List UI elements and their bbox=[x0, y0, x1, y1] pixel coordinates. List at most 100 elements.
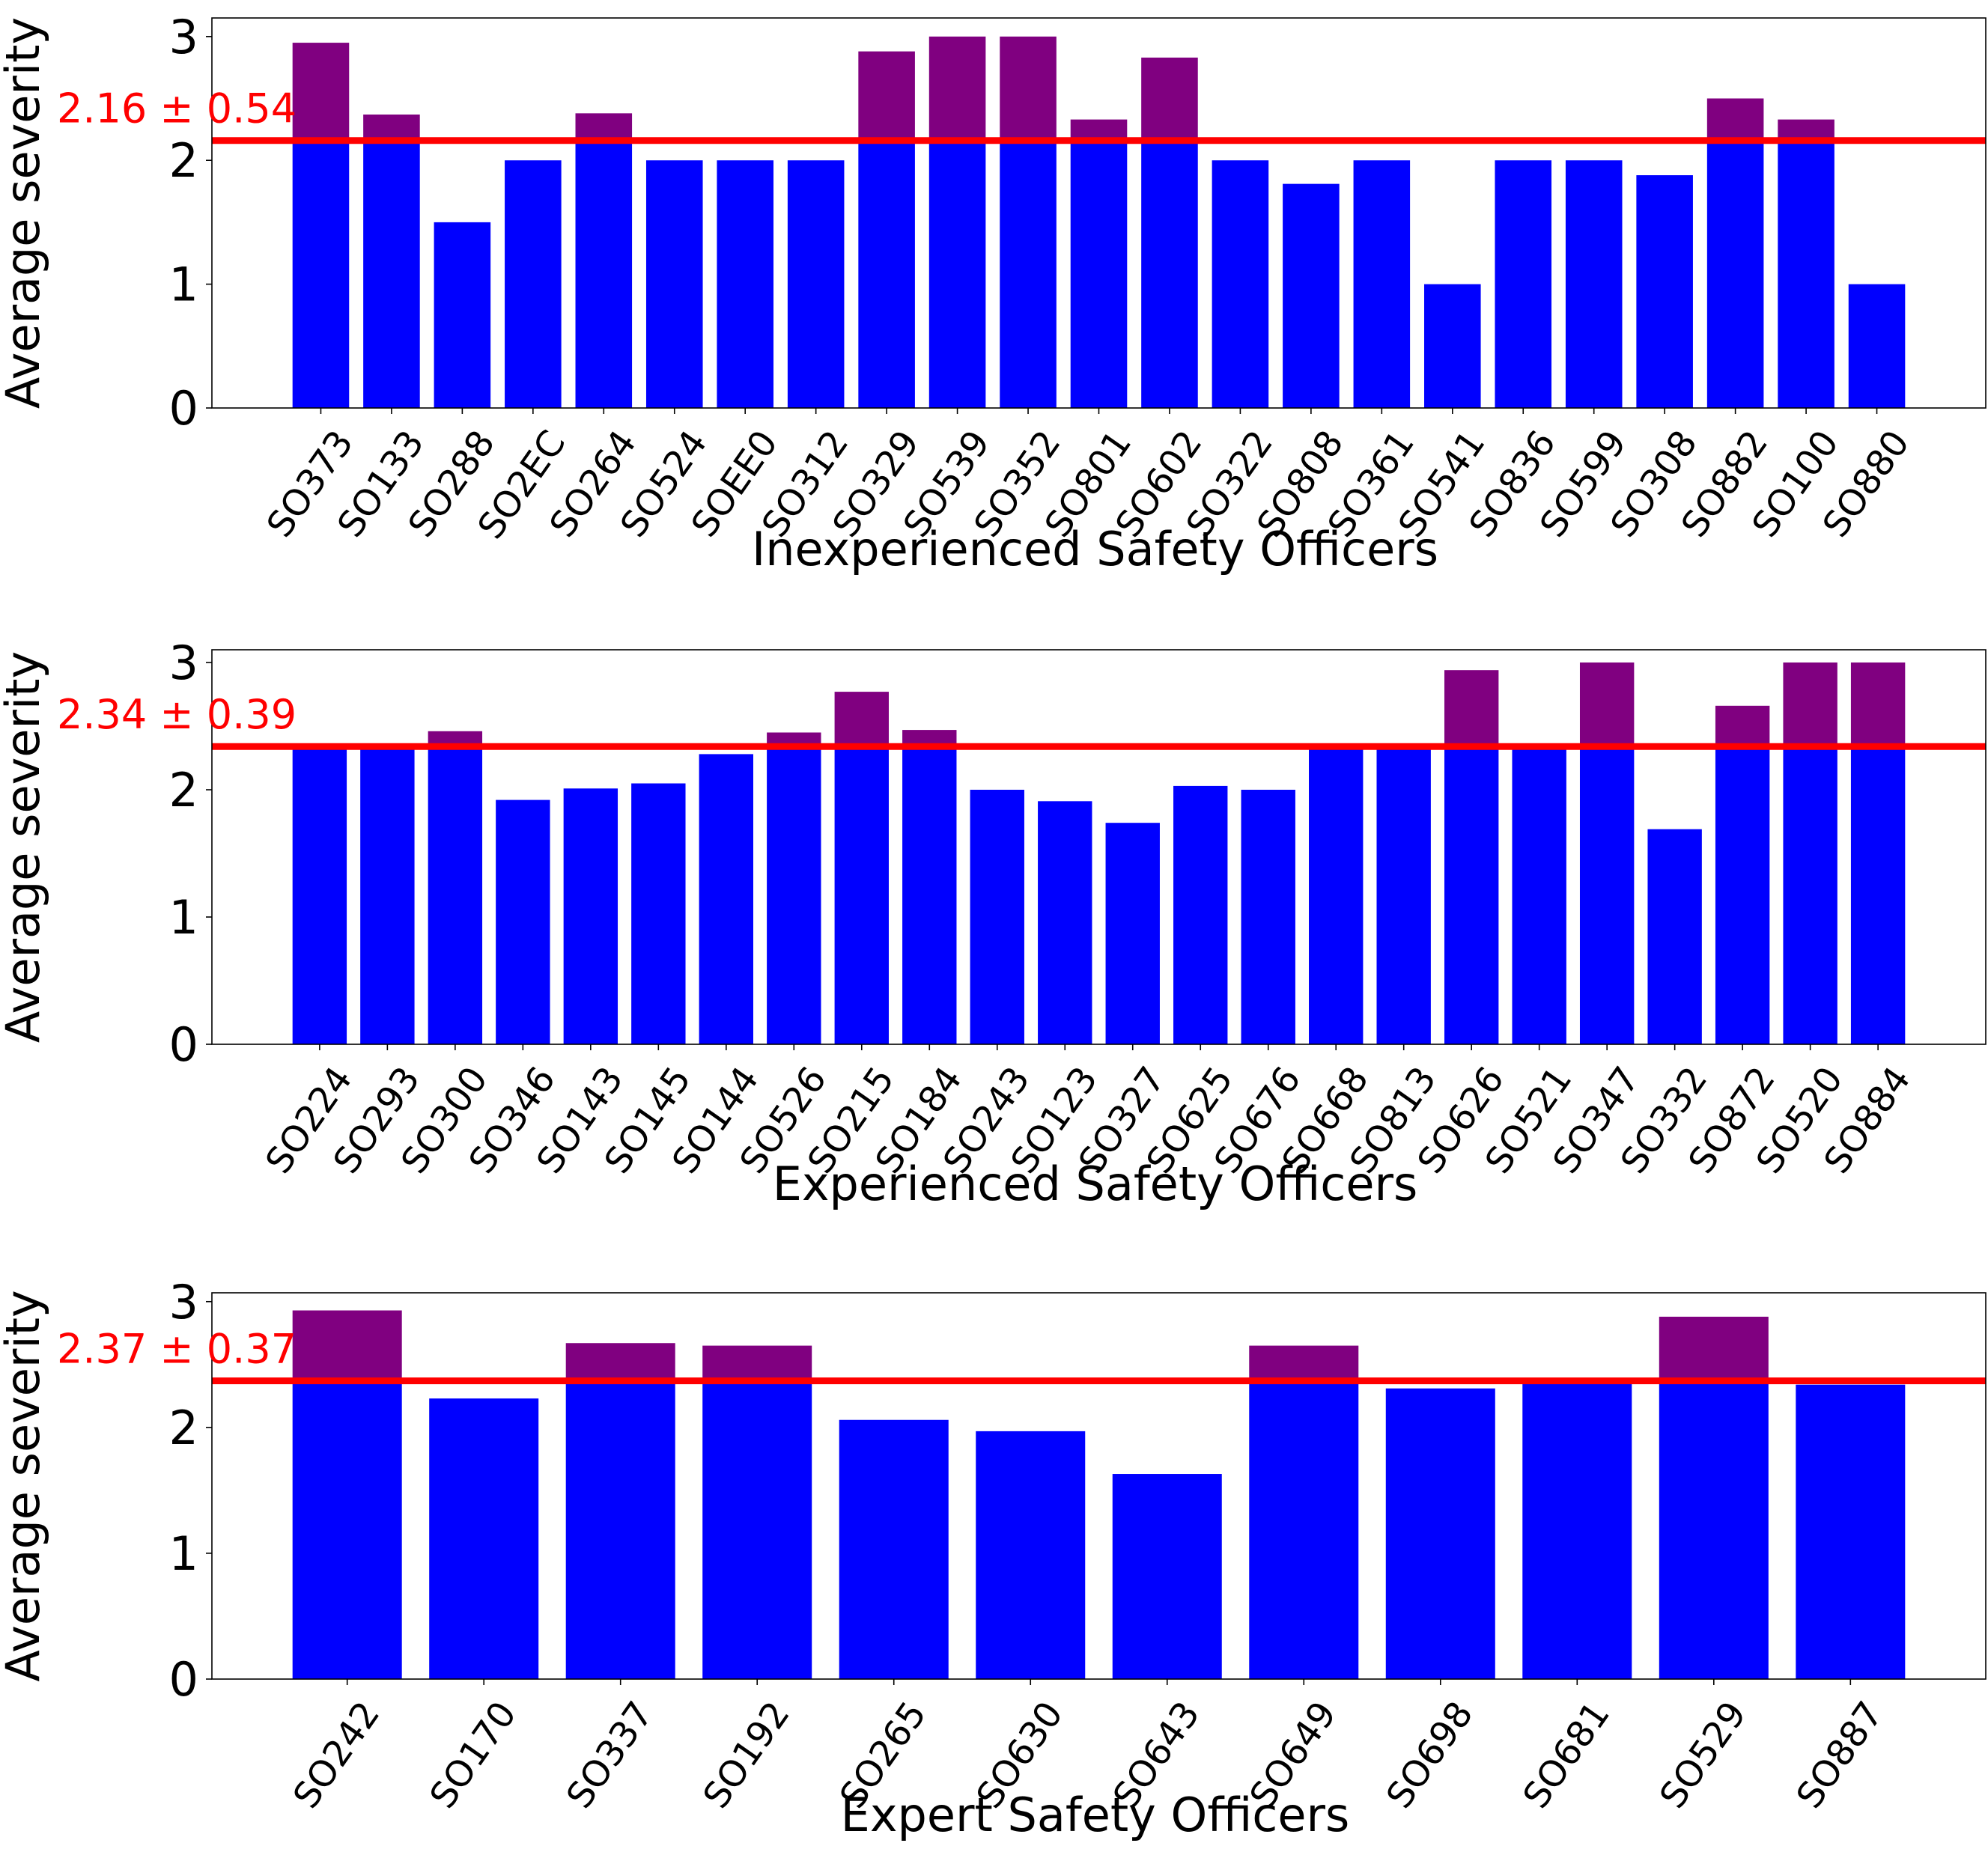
bar-SO133 bbox=[363, 140, 420, 408]
bar-above-mean-SO264 bbox=[575, 113, 633, 141]
bar-above-mean-SO529 bbox=[1659, 1316, 1769, 1381]
bar-SO813 bbox=[1376, 747, 1431, 1044]
bar-SO361 bbox=[1353, 160, 1411, 408]
bar-SO676 bbox=[1241, 790, 1295, 1044]
bar-SO373 bbox=[292, 140, 350, 408]
x-tick-label: SO698 bbox=[1378, 1694, 1482, 1816]
bar-SO887 bbox=[1796, 1384, 1906, 1679]
y-tick-label: 0 bbox=[169, 1652, 198, 1707]
mean-label: 2.34 ± 0.39 bbox=[57, 691, 297, 738]
bar-above-mean-SO300 bbox=[428, 731, 483, 747]
bar-above-mean-SO215 bbox=[834, 692, 889, 747]
y-tick-label: 3 bbox=[169, 10, 198, 64]
chart-panel-1: 0123SO373SO133SO288SO2ECSO264SO524SOEE0S… bbox=[0, 10, 1987, 576]
bar-SO521 bbox=[1512, 747, 1566, 1044]
bar-SOEE0 bbox=[717, 160, 773, 408]
bar-SO143 bbox=[563, 788, 618, 1044]
bar-above-mean-SO884 bbox=[1850, 662, 1906, 747]
bar-SO698 bbox=[1385, 1388, 1495, 1679]
y-tick-label: 2 bbox=[169, 1401, 198, 1455]
bar-SO643 bbox=[1112, 1474, 1222, 1679]
bar-SO170 bbox=[429, 1398, 539, 1679]
bar-SO808 bbox=[1283, 183, 1340, 408]
bar-SO882 bbox=[1706, 140, 1764, 408]
bar-SO801 bbox=[1070, 140, 1128, 408]
bar-SO524 bbox=[645, 160, 703, 408]
bar-SO626 bbox=[1444, 746, 1499, 1044]
bar-SO520 bbox=[1783, 746, 1837, 1044]
mean-label: 2.16 ± 0.54 bbox=[57, 85, 297, 132]
x-tick-label: SO681 bbox=[1515, 1694, 1618, 1816]
bar-above-mean-SO520 bbox=[1783, 662, 1837, 747]
bar-SO123 bbox=[1038, 801, 1092, 1044]
bar-above-mean-SO337 bbox=[565, 1343, 675, 1381]
y-tick-label: 3 bbox=[169, 636, 198, 690]
bar-SO880 bbox=[1848, 284, 1906, 408]
bar-above-mean-SO100 bbox=[1778, 119, 1835, 141]
x-tick-label: SO337 bbox=[559, 1694, 662, 1816]
bar-SO681 bbox=[1522, 1380, 1632, 1679]
bar-SO192 bbox=[702, 1380, 812, 1679]
y-tick-label: 2 bbox=[169, 133, 198, 188]
y-tick-label: 0 bbox=[169, 1017, 198, 1072]
bar-SO884 bbox=[1850, 746, 1906, 1044]
bar-SO599 bbox=[1565, 160, 1623, 408]
bar-SO630 bbox=[976, 1431, 1086, 1679]
chart-panel-2: 0123SO224SO293SO300SO346SO143SO145SO144S… bbox=[0, 636, 1987, 1211]
bar-above-mean-SO882 bbox=[1706, 98, 1764, 141]
bar-SO836 bbox=[1495, 160, 1552, 408]
x-tick-label: SO170 bbox=[422, 1694, 525, 1816]
bar-SO329 bbox=[858, 140, 915, 408]
bar-SO242 bbox=[292, 1380, 402, 1679]
bar-SO352 bbox=[1000, 140, 1057, 408]
bar-above-mean-SO626 bbox=[1444, 670, 1499, 747]
y-axis-label: Average severity bbox=[0, 1290, 50, 1681]
bar-SO539 bbox=[928, 140, 986, 408]
bar-SO668 bbox=[1309, 747, 1364, 1044]
bar-above-mean-SO872 bbox=[1715, 705, 1770, 747]
bar-SO243 bbox=[970, 790, 1024, 1044]
bar-SO308 bbox=[1636, 175, 1693, 409]
bar-SO649 bbox=[1249, 1380, 1359, 1679]
y-axis-label: Average severity bbox=[0, 651, 50, 1043]
plot-frame bbox=[211, 649, 1987, 1045]
y-tick-label: 0 bbox=[169, 381, 198, 436]
bar-SO300 bbox=[428, 746, 483, 1044]
bar-SO346 bbox=[496, 799, 550, 1044]
bar-above-mean-SO526 bbox=[767, 732, 821, 747]
bar-above-mean-SO373 bbox=[292, 43, 350, 141]
y-tick-label: 2 bbox=[169, 763, 198, 817]
bar-SO337 bbox=[565, 1380, 675, 1679]
y-axis-label: Average severity bbox=[0, 17, 50, 409]
x-axis-label: Expert Safety Officers bbox=[841, 1788, 1350, 1842]
bar-SO224 bbox=[292, 747, 347, 1044]
bar-SO347 bbox=[1579, 746, 1635, 1044]
bar-above-mean-SO192 bbox=[702, 1345, 812, 1381]
bar-SO625 bbox=[1173, 785, 1228, 1044]
bar-SO322 bbox=[1212, 160, 1269, 408]
bar-SO100 bbox=[1778, 140, 1835, 408]
bar-above-mean-SO347 bbox=[1579, 662, 1635, 747]
bar-SO288 bbox=[434, 222, 491, 408]
x-axis-label: Inexperienced Safety Officers bbox=[752, 522, 1438, 576]
bar-SO529 bbox=[1659, 1380, 1769, 1679]
bar-SO144 bbox=[699, 754, 754, 1044]
bar-above-mean-SO352 bbox=[1000, 36, 1057, 141]
bar-above-mean-SO184 bbox=[902, 730, 957, 747]
plot-frame bbox=[211, 1292, 1987, 1680]
bar-SO264 bbox=[575, 140, 633, 408]
y-tick-label: 3 bbox=[169, 1275, 198, 1329]
y-tick-label: 1 bbox=[169, 890, 198, 945]
bar-SO602 bbox=[1141, 140, 1198, 408]
x-axis-label: Experienced Safety Officers bbox=[773, 1157, 1418, 1211]
x-tick-label: SO887 bbox=[1788, 1694, 1891, 1816]
bar-SO332 bbox=[1647, 829, 1702, 1044]
y-tick-label: 1 bbox=[169, 258, 198, 312]
bar-above-mean-SO242 bbox=[292, 1310, 402, 1381]
x-tick-label: SO529 bbox=[1652, 1694, 1755, 1816]
x-tick-label: SO192 bbox=[695, 1694, 798, 1816]
bar-above-mean-SO801 bbox=[1070, 119, 1128, 141]
bar-SO293 bbox=[360, 747, 415, 1044]
